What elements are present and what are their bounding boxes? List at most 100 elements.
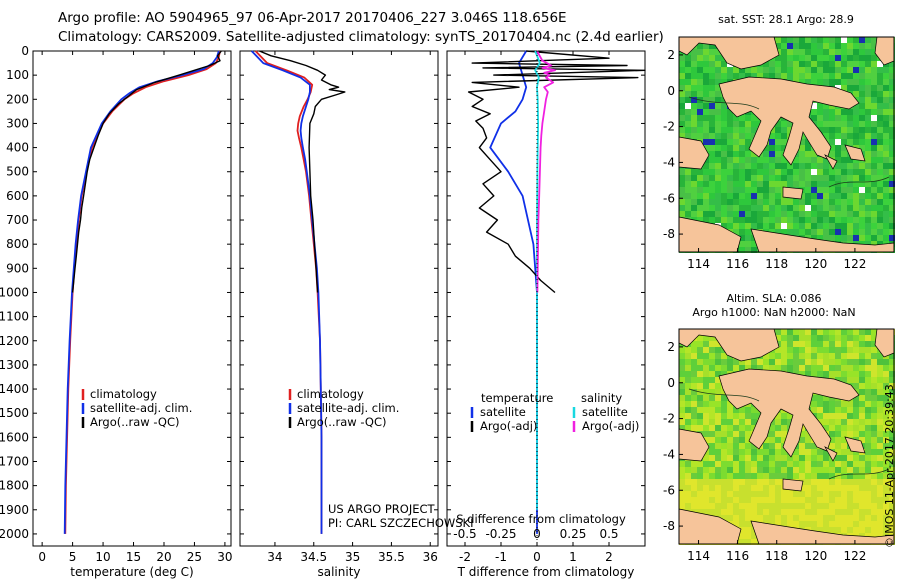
sla-map-cell	[889, 527, 895, 533]
sst-map-cell	[883, 157, 889, 163]
sla-map-cell	[823, 407, 829, 413]
sst-map-cell	[745, 223, 751, 229]
sla-map-cell	[733, 455, 739, 461]
sla-map-cell	[799, 341, 805, 347]
sst-map-cell	[709, 181, 715, 187]
sst-map-cell	[835, 49, 841, 55]
sla-map-cell	[835, 425, 841, 431]
sla-map-cell	[715, 479, 721, 485]
sla-map-cell	[691, 503, 697, 509]
sst-map-cell	[847, 235, 853, 241]
sla-map-cell	[697, 503, 703, 509]
sst-map-cell	[691, 127, 697, 133]
sla-map-cell	[793, 497, 799, 503]
sla-map-cell	[805, 473, 811, 479]
sla-map-cell	[823, 353, 829, 359]
sst-map-cell	[823, 193, 829, 199]
sst-map-cell	[721, 169, 727, 175]
sla-map-cell	[805, 509, 811, 515]
sla-map-cell	[703, 419, 709, 425]
sla-map-cell	[871, 395, 877, 401]
sla-map-cell	[865, 347, 871, 353]
sla-map-cell	[757, 473, 763, 479]
sst-map-cell	[769, 145, 775, 151]
sst-map-ytick-label: 0	[667, 84, 675, 98]
sla-map-cell	[877, 431, 883, 437]
sla-map-cell	[829, 509, 835, 515]
sst-map-cell	[853, 91, 859, 97]
sla-map-cell	[727, 443, 733, 449]
sla-map-cell	[883, 407, 889, 413]
sst-map-cell	[775, 181, 781, 187]
sla-map-cell	[739, 413, 745, 419]
sla-map-cell	[781, 521, 787, 527]
sst-map-cell	[889, 211, 895, 217]
sla-map-cell	[709, 353, 715, 359]
sst-map-cell	[841, 175, 847, 181]
sst-map-cell	[883, 109, 889, 115]
sla-map-cell	[829, 491, 835, 497]
sst-map-cell	[859, 175, 865, 181]
sla-map-cell	[757, 479, 763, 485]
sla-map-cell	[865, 467, 871, 473]
sst-map-cell	[709, 187, 715, 193]
depth-tick-label: 700	[6, 213, 29, 227]
sla-map-cell	[745, 533, 751, 539]
sla-map-cell	[835, 401, 841, 407]
sla-map-cell	[769, 455, 775, 461]
sst-map-cell	[853, 55, 859, 61]
sla-map-cell	[811, 443, 817, 449]
sst-map-cell	[721, 133, 727, 139]
sst-map-cell	[709, 97, 715, 103]
sst-map-cell	[739, 169, 745, 175]
sla-map-cell	[877, 407, 883, 413]
sla-map-cell	[709, 395, 715, 401]
sla-map-cell	[835, 431, 841, 437]
sla-map-cell	[811, 347, 817, 353]
sst-map-cell	[745, 163, 751, 169]
sla-map-cell	[889, 509, 895, 515]
sla-map-cell	[709, 347, 715, 353]
sla-map-cell	[817, 485, 823, 491]
sst-map-cell	[769, 217, 775, 223]
sla-map-cell	[805, 365, 811, 371]
sst-map-cell	[811, 199, 817, 205]
sla-map-cell	[733, 515, 739, 521]
sst-map-cell	[703, 187, 709, 193]
sla-map-cell	[829, 497, 835, 503]
sla-map-cell	[865, 491, 871, 497]
sst-map-cell	[709, 43, 715, 49]
sla-map-cell	[793, 335, 799, 341]
sst-map-cell	[775, 205, 781, 211]
sla-map-cell	[877, 491, 883, 497]
sst-map-cell	[859, 67, 865, 73]
sla-map-cell	[889, 485, 895, 491]
sst-map-cell	[727, 73, 733, 79]
sst-map-cell	[835, 139, 841, 145]
sst-map-cell	[847, 37, 853, 43]
sla-map-cell	[805, 485, 811, 491]
temperature-legend-label: climatology	[90, 387, 157, 401]
sst-map-cell	[817, 169, 823, 175]
sla-map-cell	[709, 497, 715, 503]
sla-map-cell	[709, 503, 715, 509]
sla-map-cell	[709, 365, 715, 371]
sst-map-cell	[733, 133, 739, 139]
sst-map-cell	[721, 145, 727, 151]
sla-map-cell	[841, 479, 847, 485]
sst-map-cell	[853, 181, 859, 187]
sla-map-cell	[865, 479, 871, 485]
sst-map-cell	[871, 145, 877, 151]
sla-map-cell	[835, 341, 841, 347]
sla-map-cell	[841, 401, 847, 407]
sla-map-cell	[751, 407, 757, 413]
sla-map-cell	[805, 491, 811, 497]
sst-map-cell	[709, 217, 715, 223]
sla-map-cell	[799, 521, 805, 527]
sla-map-cell	[799, 431, 805, 437]
sst-map-cell	[763, 193, 769, 199]
sst-map-cell	[709, 205, 715, 211]
sst-map-cell	[703, 145, 709, 151]
sst-map-cell	[703, 103, 709, 109]
sst-map-cell	[727, 181, 733, 187]
